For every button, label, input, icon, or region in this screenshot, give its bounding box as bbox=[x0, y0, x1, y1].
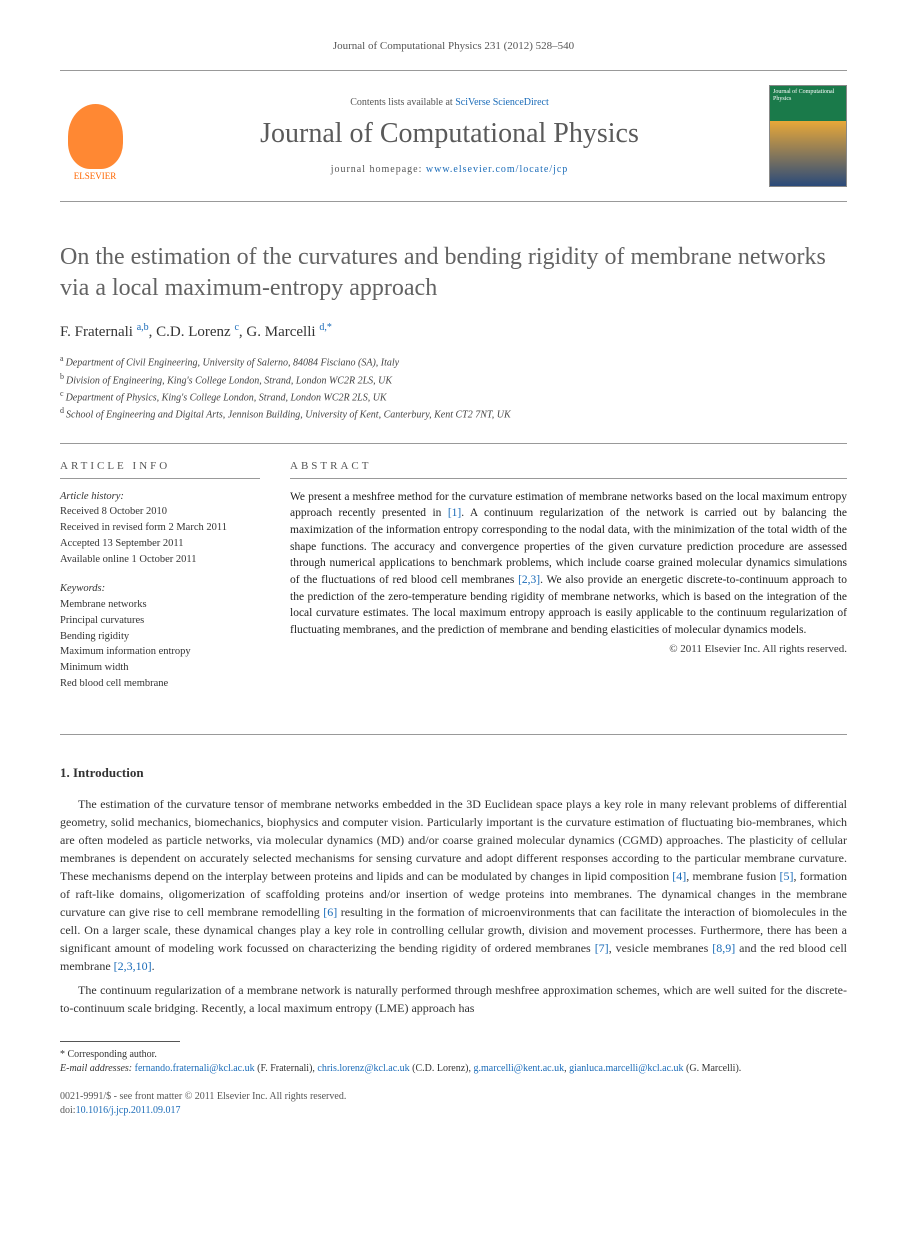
history-line: Received in revised form 2 March 2011 bbox=[60, 520, 260, 536]
ref-link[interactable]: [7] bbox=[595, 941, 609, 955]
affiliation-line: d School of Engineering and Digital Arts… bbox=[60, 405, 847, 422]
abstract-heading: ABSTRACT bbox=[290, 460, 847, 479]
history-line: Available online 1 October 2011 bbox=[60, 552, 260, 568]
affiliation-line: a Department of Civil Engineering, Unive… bbox=[60, 353, 847, 370]
ref-link[interactable]: [5] bbox=[779, 869, 793, 883]
ref-link[interactable]: [2,3,10] bbox=[114, 959, 152, 973]
contents-prefix: Contents lists available at bbox=[350, 97, 455, 108]
doi-link[interactable]: 10.1016/j.jcp.2011.09.017 bbox=[76, 1105, 181, 1116]
homepage-prefix: journal homepage: bbox=[331, 164, 426, 175]
journal-reference: Journal of Computational Physics 231 (20… bbox=[60, 40, 847, 52]
author-affil-sup: d, bbox=[319, 322, 327, 333]
email-label: E-mail addresses: bbox=[60, 1063, 135, 1074]
article-history-block: Article history: Received 8 October 2010… bbox=[60, 489, 260, 568]
affil-sup: c bbox=[60, 389, 66, 398]
keyword-line: Maximum information entropy bbox=[60, 644, 260, 660]
keyword-line: Membrane networks bbox=[60, 597, 260, 613]
keyword-line: Red blood cell membrane bbox=[60, 676, 260, 692]
journal-header: ELSEVIER Contents lists available at Sci… bbox=[60, 70, 847, 202]
author: C.D. Lorenz c bbox=[156, 324, 239, 340]
intro-paragraph-1: The estimation of the curvature tensor o… bbox=[60, 795, 847, 975]
info-abstract-row: ARTICLE INFO Article history: Received 8… bbox=[60, 443, 847, 706]
issn-copyright: 0021-9991/$ - see front matter © 2011 El… bbox=[60, 1090, 847, 1104]
corresponding-author-note: * Corresponding author. bbox=[60, 1048, 847, 1062]
abstract-text: We present a meshfree method for the cur… bbox=[290, 489, 847, 639]
history-label: Article history: bbox=[60, 489, 260, 505]
ref-link[interactable]: [1] bbox=[448, 507, 461, 519]
keywords-block: Keywords: Membrane networksPrincipal cur… bbox=[60, 581, 260, 691]
doi-line: doi:10.1016/j.jcp.2011.09.017 bbox=[60, 1104, 847, 1118]
ref-link[interactable]: [4] bbox=[672, 869, 686, 883]
email-link[interactable]: fernando.fraternali@kcl.ac.uk bbox=[135, 1063, 255, 1074]
homepage-line: journal homepage: www.elsevier.com/locat… bbox=[142, 164, 757, 175]
abstract-column: ABSTRACT We present a meshfree method fo… bbox=[290, 460, 847, 706]
contents-available-line: Contents lists available at SciVerse Sci… bbox=[142, 97, 757, 108]
elsevier-label: ELSEVIER bbox=[74, 171, 117, 181]
author: F. Fraternali a,b bbox=[60, 324, 149, 340]
author-affil-sup: c bbox=[234, 322, 238, 333]
journal-name: Journal of Computational Physics bbox=[142, 118, 757, 150]
elsevier-tree-icon bbox=[68, 104, 123, 169]
homepage-link[interactable]: www.elsevier.com/locate/jcp bbox=[426, 164, 568, 175]
keyword-line: Bending rigidity bbox=[60, 629, 260, 645]
article-info-column: ARTICLE INFO Article history: Received 8… bbox=[60, 460, 260, 706]
email-link[interactable]: chris.lorenz@kcl.ac.uk bbox=[317, 1063, 409, 1074]
affil-sup: b bbox=[60, 372, 66, 381]
email-addresses: E-mail addresses: fernando.fraternali@kc… bbox=[60, 1062, 847, 1076]
sciencedirect-link[interactable]: SciVerse ScienceDirect bbox=[455, 97, 549, 108]
footer-block: 0021-9991/$ - see front matter © 2011 El… bbox=[60, 1090, 847, 1118]
section-1-heading: 1. Introduction bbox=[60, 765, 847, 781]
elsevier-logo: ELSEVIER bbox=[60, 91, 130, 181]
abstract-copyright: © 2011 Elsevier Inc. All rights reserved… bbox=[290, 643, 847, 655]
doi-label: doi: bbox=[60, 1105, 76, 1116]
author-affil-sup: a,b bbox=[137, 322, 149, 333]
email-link[interactable]: gianluca.marcelli@kcl.ac.uk bbox=[569, 1063, 683, 1074]
affil-sup: d bbox=[60, 406, 66, 415]
article-info-heading: ARTICLE INFO bbox=[60, 460, 260, 479]
keyword-line: Minimum width bbox=[60, 660, 260, 676]
section-divider bbox=[60, 734, 847, 735]
article-title: On the estimation of the curvatures and … bbox=[60, 242, 847, 304]
intro-paragraph-2: The continuum regularization of a membra… bbox=[60, 981, 847, 1017]
author-list: F. Fraternali a,b, C.D. Lorenz c, G. Mar… bbox=[60, 322, 847, 341]
ref-link[interactable]: [2,3] bbox=[518, 574, 540, 586]
header-center: Contents lists available at SciVerse Sci… bbox=[130, 97, 769, 175]
history-line: Received 8 October 2010 bbox=[60, 504, 260, 520]
affiliations-list: a Department of Civil Engineering, Unive… bbox=[60, 353, 847, 422]
keywords-label: Keywords: bbox=[60, 581, 260, 597]
keyword-line: Principal curvatures bbox=[60, 613, 260, 629]
journal-cover-thumbnail: Journal of Computational Physics bbox=[769, 85, 847, 187]
email-link[interactable]: g.marcelli@kent.ac.uk bbox=[474, 1063, 565, 1074]
cover-text: Journal of Computational Physics bbox=[773, 89, 834, 102]
corresponding-star-icon: * bbox=[327, 322, 332, 333]
affiliation-line: c Department of Physics, King's College … bbox=[60, 388, 847, 405]
ref-link[interactable]: [8,9] bbox=[712, 941, 735, 955]
author: G. Marcelli d,* bbox=[246, 324, 331, 340]
footnote-separator bbox=[60, 1041, 180, 1042]
history-line: Accepted 13 September 2011 bbox=[60, 536, 260, 552]
affiliation-line: b Division of Engineering, King's Colleg… bbox=[60, 371, 847, 388]
ref-link[interactable]: [6] bbox=[323, 905, 337, 919]
affil-sup: a bbox=[60, 354, 66, 363]
